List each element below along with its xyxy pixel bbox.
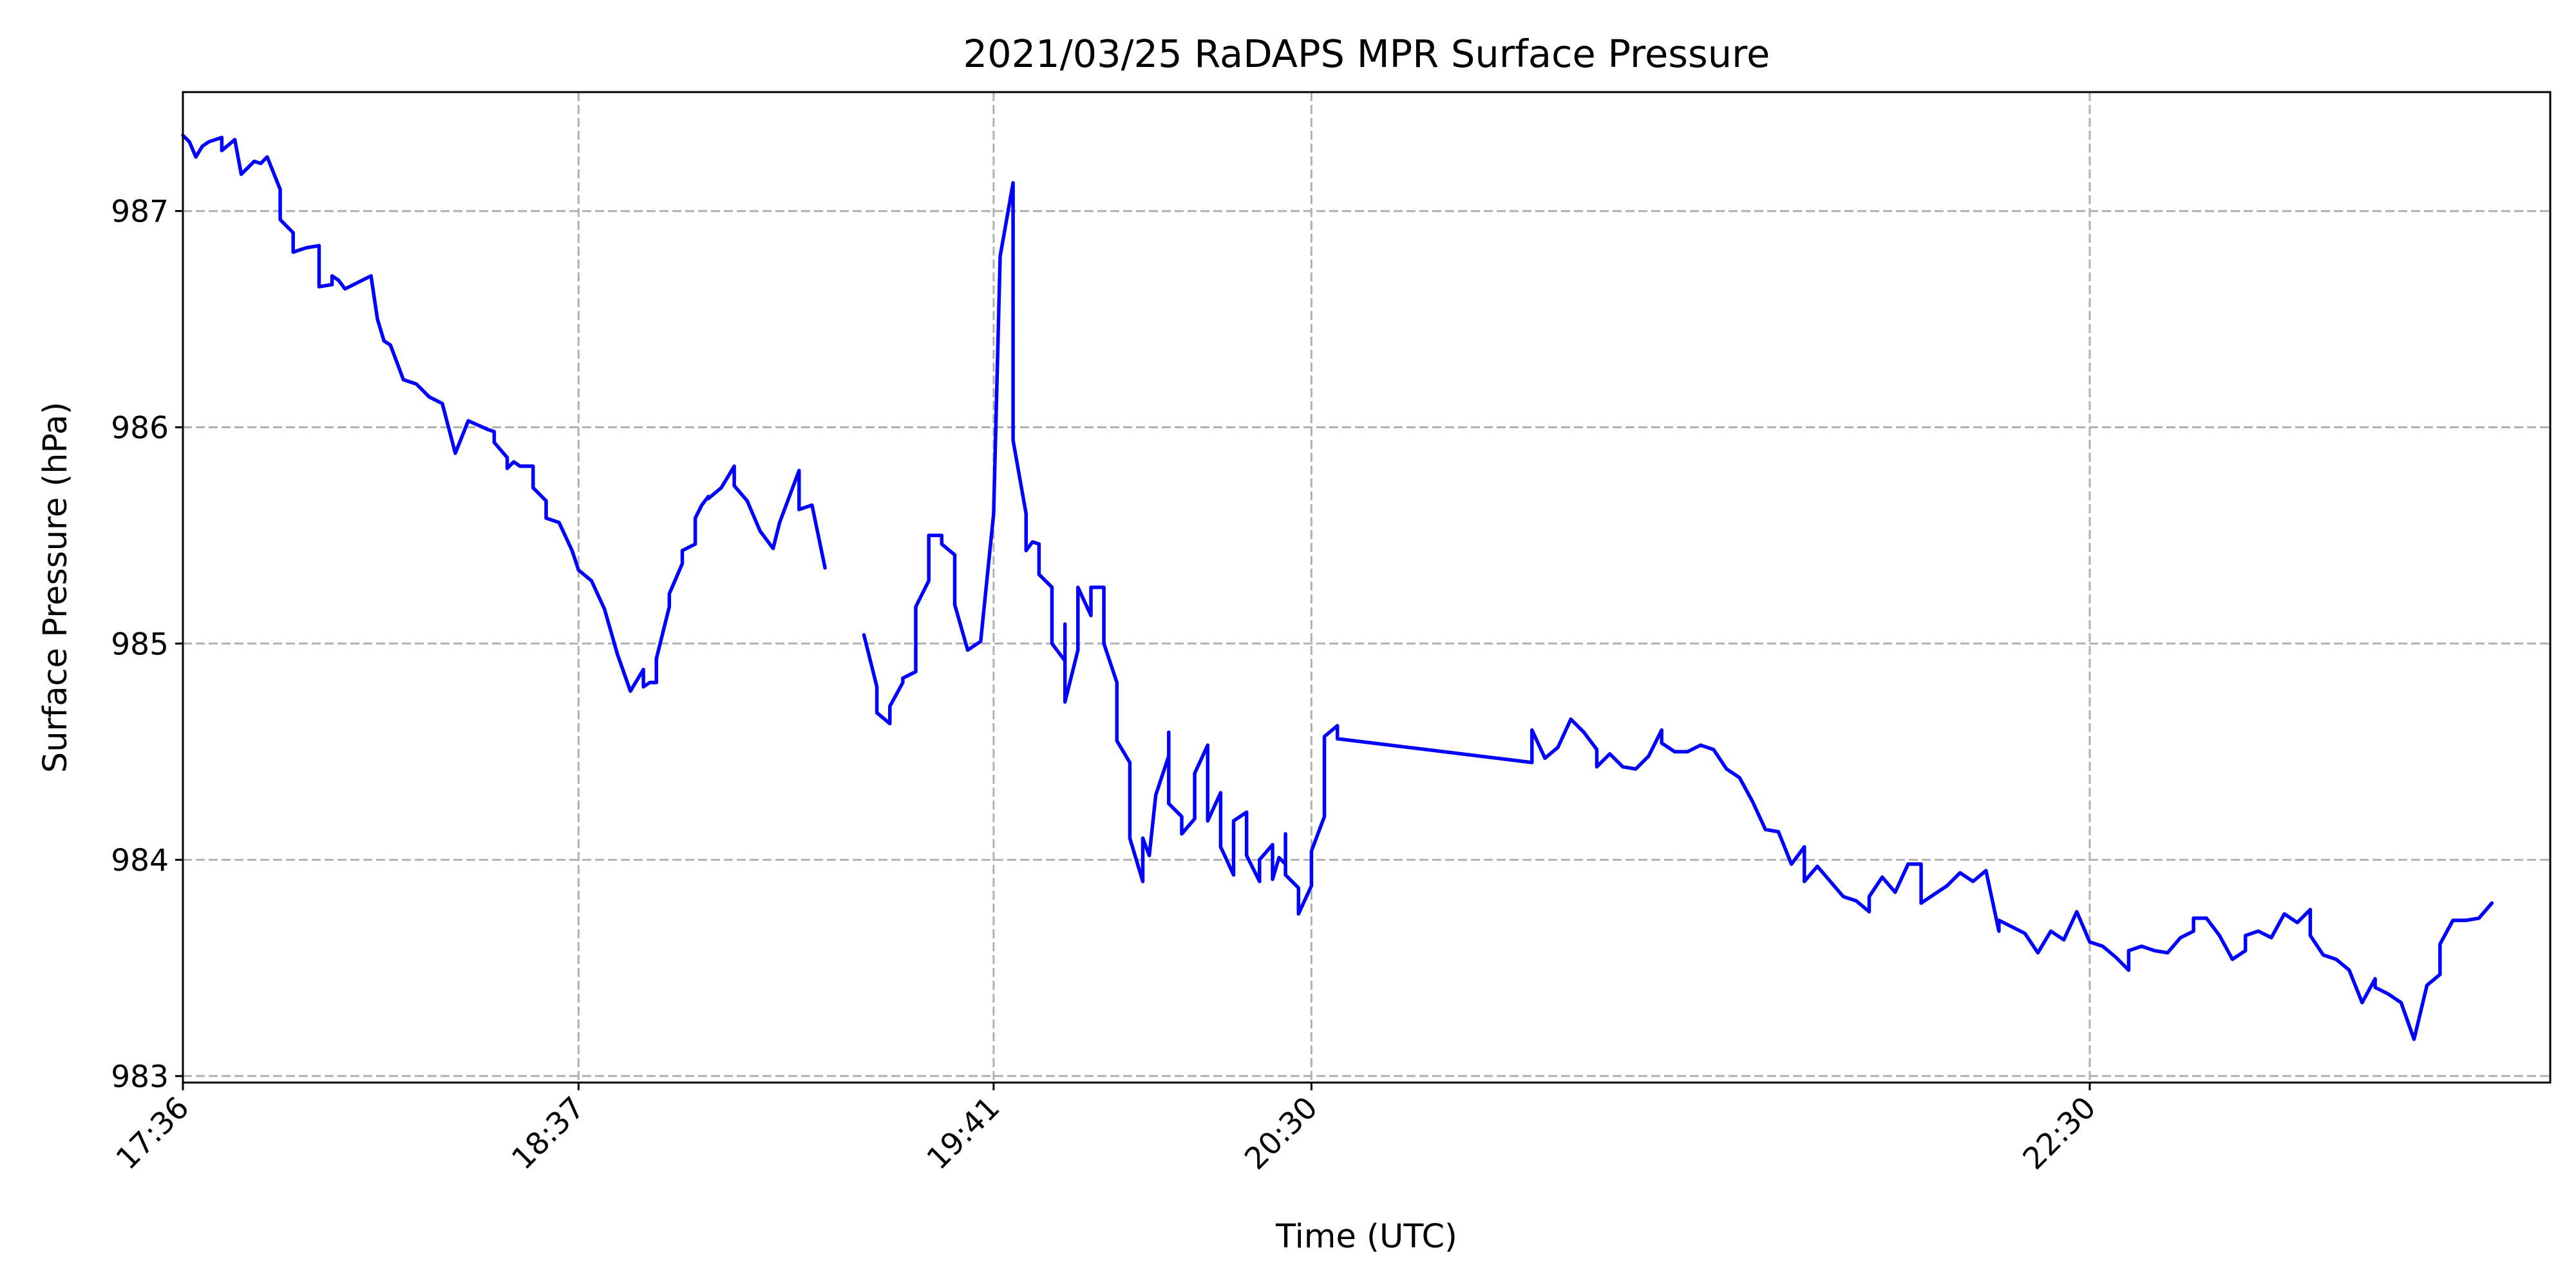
pressure-series-line [862, 181, 2494, 1041]
y-axis-label: Surface Pressure (hPa) [37, 402, 75, 773]
pressure-series-line [181, 133, 827, 693]
chart-title: 2021/03/25 RaDAPS MPR Surface Pressure [963, 32, 1770, 76]
x-axis-label: Time (UTC) [1275, 1218, 1457, 1256]
y-tick-label: 983 [111, 1059, 169, 1095]
y-tick-label: 986 [111, 411, 169, 446]
y-tick-label: 985 [111, 627, 169, 662]
plot-frame [182, 91, 2552, 1084]
series-layer [181, 133, 2494, 1041]
y-tick-label: 984 [111, 843, 169, 878]
y-tick-label: 987 [111, 194, 169, 230]
grid-layer [182, 92, 2550, 1083]
